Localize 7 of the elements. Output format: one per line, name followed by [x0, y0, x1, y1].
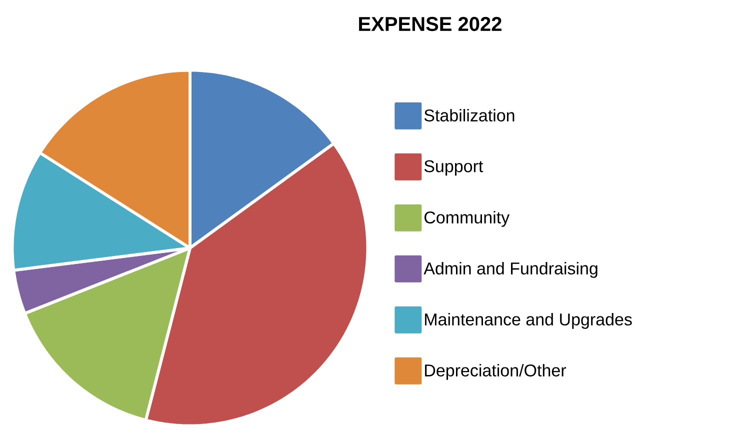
legend-label: Stabilization: [424, 109, 514, 122]
legend-label: Admin and Fundraising: [424, 262, 598, 278]
legend-label: Maintenance and Upgrades: [425, 313, 632, 329]
legend-label: Depreciation/Other: [425, 364, 566, 380]
chart-title: EXPENSE 2022: [359, 16, 502, 32]
legend-label: Support: [424, 160, 484, 176]
legend-label: Community: [424, 211, 510, 227]
